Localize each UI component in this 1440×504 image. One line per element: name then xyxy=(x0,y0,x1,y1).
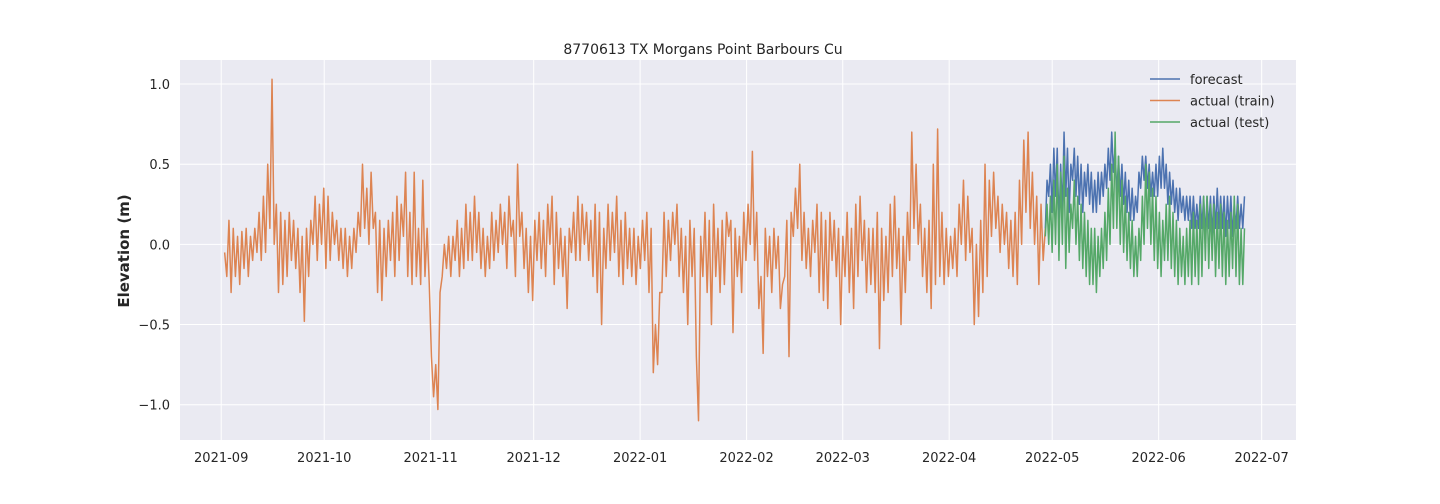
series-layer xyxy=(223,78,1246,422)
x-axis: 2021-09 2021-10 2021-11 2021-12 2022-01 2022-… xyxy=(194,451,1289,466)
legend-label: actual (train) xyxy=(1190,95,1275,110)
y-axis: −1.0 −0.5 0.0 0.5 1.0 xyxy=(138,78,170,414)
x-tick-label: 2022-06 xyxy=(1131,451,1185,466)
x-tick-label: 2021-11 xyxy=(404,451,458,466)
y-tick-label: 1.0 xyxy=(149,78,170,93)
y-tick-label: −0.5 xyxy=(138,319,170,334)
legend: forecast actual (train) actual (test) xyxy=(1150,73,1275,131)
x-tick-label: 2022-07 xyxy=(1234,451,1288,466)
series-line-1 xyxy=(223,78,1047,422)
y-tick-label: −1.0 xyxy=(138,399,170,414)
y-tick-label: 0.0 xyxy=(149,238,170,253)
x-tick-label: 2022-02 xyxy=(719,451,773,466)
x-tick-label: 2022-04 xyxy=(922,451,976,466)
y-axis-label: Elevation (m) xyxy=(115,194,133,307)
x-tick-label: 2021-10 xyxy=(297,451,351,466)
series-line-2 xyxy=(1044,131,1246,294)
x-tick-label: 2022-05 xyxy=(1025,451,1079,466)
x-tick-label: 2022-01 xyxy=(613,451,667,466)
y-tick-label: 0.5 xyxy=(149,158,170,173)
x-tick-label: 2022-03 xyxy=(816,451,870,466)
legend-label: actual (test) xyxy=(1190,116,1269,131)
chart-title: 8770613 TX Morgans Point Barbours Cu xyxy=(563,42,842,58)
legend-label: forecast xyxy=(1190,73,1243,88)
x-tick-label: 2021-12 xyxy=(507,451,561,466)
x-tick-label: 2021-09 xyxy=(194,451,248,466)
